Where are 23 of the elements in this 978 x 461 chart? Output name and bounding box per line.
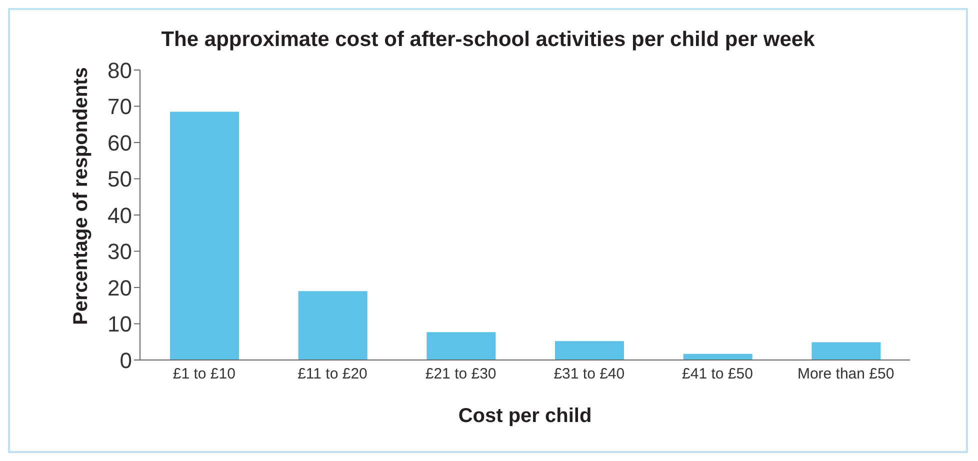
y-tick-label: 20 — [108, 275, 132, 300]
bar — [170, 112, 239, 360]
y-tick-label: 70 — [108, 94, 132, 120]
chart-title: The approximate cost of after-school activities per child per week — [160, 28, 816, 52]
y-tick-label: 60 — [108, 130, 132, 156]
y-tick-label: 80 — [108, 58, 132, 83]
x-tick-label: More than £50 — [797, 366, 894, 383]
bar — [298, 291, 368, 360]
y-tick-label: 0 — [120, 348, 132, 373]
x-tick-label: £31 to £40 — [554, 366, 625, 383]
y-tick-label: 50 — [108, 166, 132, 192]
bar — [426, 332, 496, 360]
x-tick-label: £1 to £10 — [172, 366, 236, 383]
y-axis-title: Percentage of respondents — [70, 67, 92, 325]
bar — [555, 341, 624, 360]
x-axis-title: Cost per child — [458, 405, 592, 427]
y-tick-label: 30 — [108, 239, 132, 264]
y-tick-label: 10 — [108, 312, 132, 337]
bar — [812, 342, 881, 360]
x-tick-label: £11 to £20 — [298, 366, 368, 383]
x-tick-label: £41 to £50 — [682, 366, 753, 383]
x-tick-label: £21 to £30 — [425, 366, 496, 383]
y-tick-label: 40 — [108, 202, 132, 228]
